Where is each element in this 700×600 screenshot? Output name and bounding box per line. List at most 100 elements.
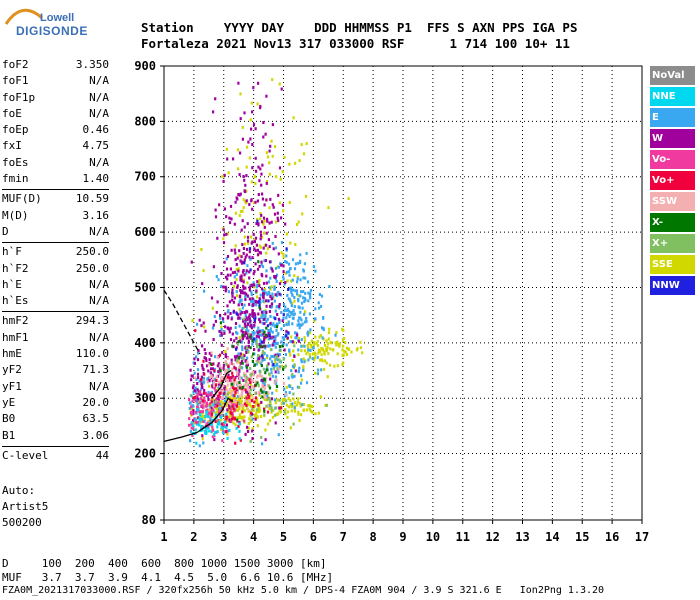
echo-point-sse	[222, 401, 225, 405]
echo-point-vo-	[229, 378, 232, 382]
echo-point-w	[254, 300, 257, 303]
echo-point-x-	[245, 365, 248, 369]
echo-point-x-	[242, 317, 245, 321]
echo-point-sse	[198, 400, 201, 404]
echo-point-x-	[249, 392, 252, 396]
echo-point-e	[270, 354, 273, 358]
echo-point-vo-	[191, 399, 194, 403]
echo-point-vo-	[233, 378, 236, 382]
echo-point-w	[258, 179, 261, 183]
echo-point-x-	[241, 333, 244, 337]
echo-point-x-	[266, 397, 269, 401]
echo-point-e	[275, 382, 278, 386]
echo-point-sse	[258, 279, 261, 282]
echo-point-sse	[306, 343, 309, 347]
echo-point-w	[218, 203, 221, 207]
echo-point-ssw	[216, 356, 220, 360]
echo-point-sse	[313, 358, 316, 362]
auto-software: Artist5	[2, 500, 49, 513]
echo-point-vo-	[213, 369, 216, 373]
echo-point-w	[253, 269, 256, 273]
echo-point-x-	[293, 344, 296, 348]
echo-point-w	[235, 263, 238, 266]
x-tick-label: 2	[190, 530, 197, 544]
echo-point-w	[251, 166, 254, 170]
echo-point-nne	[218, 406, 222, 410]
echo-point-e	[261, 333, 264, 337]
echo-point-e	[273, 299, 276, 303]
echo-point-w	[190, 374, 193, 378]
echo-point-sse	[288, 201, 291, 204]
echo-point-e	[289, 300, 292, 304]
echo-point-sse	[242, 405, 245, 409]
echo-point-ssw	[243, 371, 246, 375]
echo-point-sse	[225, 147, 228, 151]
echo-point-vo-	[191, 434, 194, 438]
echo-point-w	[283, 348, 286, 352]
echo-point-w	[278, 292, 281, 296]
echo-point-e	[196, 322, 199, 326]
echo-point-sse	[281, 399, 284, 402]
echo-point-sse	[296, 223, 299, 226]
echo-point-x-	[259, 370, 262, 374]
echo-point-e	[264, 314, 267, 318]
echo-point-ssw	[226, 379, 229, 383]
echo-point-sse	[347, 197, 350, 200]
echo-point-w	[205, 359, 208, 363]
echo-point-vo-	[249, 381, 252, 384]
echo-point-e	[214, 355, 217, 359]
echo-point-x-	[253, 363, 256, 367]
echo-point-sse	[249, 118, 252, 122]
echo-point-sse	[324, 404, 327, 407]
echo-point-w	[204, 352, 207, 355]
echo-point-ssw	[233, 381, 236, 385]
echo-point-sse	[286, 415, 289, 419]
echo-point-ssw	[221, 389, 224, 393]
echo-point-nnw	[267, 299, 270, 303]
echo-point-sse	[286, 279, 289, 283]
echo-point-e	[213, 378, 216, 382]
echo-point-sse	[228, 415, 231, 419]
echo-point-e	[300, 360, 303, 364]
param-value: 110.0	[75, 347, 109, 361]
echo-point-nnw	[287, 331, 290, 335]
echo-point-sse	[246, 242, 250, 245]
echo-point-e	[321, 326, 324, 330]
echo-point-e	[277, 371, 280, 374]
echo-point-sse	[285, 385, 288, 389]
echo-point-sse	[285, 403, 288, 407]
echo-point-e	[271, 241, 274, 245]
echo-point-w	[231, 291, 234, 295]
echo-point-sse	[309, 343, 313, 347]
echo-point-x-	[236, 418, 239, 422]
echo-point-e	[308, 294, 312, 298]
echo-point-vo-	[210, 409, 213, 413]
param-value: 3.16	[82, 208, 110, 222]
echo-point-ssw	[265, 377, 268, 380]
echo-point-sse	[293, 409, 296, 413]
echo-point-w	[231, 271, 234, 275]
echo-point-nne	[238, 429, 241, 433]
echo-point-x-	[238, 386, 242, 390]
echo-point-ssw	[228, 401, 231, 405]
echo-point-sse	[274, 360, 277, 364]
echo-point-ssw	[244, 375, 247, 379]
echo-point-e	[285, 343, 288, 347]
echo-points	[188, 78, 364, 448]
echo-point-e	[227, 309, 230, 313]
echo-point-e	[241, 306, 244, 310]
echo-point-w	[223, 386, 226, 390]
echo-point-sse	[325, 339, 328, 343]
echo-point-sse	[242, 198, 245, 202]
echo-point-sse	[266, 155, 270, 159]
echo-point-vo-	[218, 391, 221, 395]
echo-point-sse	[283, 398, 286, 401]
echo-point-w	[244, 190, 247, 194]
echo-point-w	[247, 430, 250, 433]
echo-point-e	[276, 292, 279, 296]
echo-point-vo-	[221, 379, 224, 383]
echo-point-vo-	[239, 438, 242, 442]
echo-point-ssw	[233, 399, 237, 403]
echo-point-e	[299, 278, 302, 282]
echo-point-vo-	[211, 435, 214, 439]
